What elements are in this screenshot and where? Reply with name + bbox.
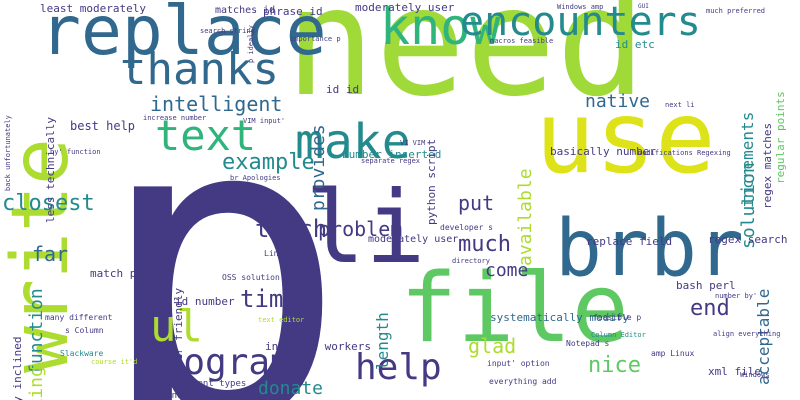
cloud-word-align-everything: align everything — [713, 330, 781, 338]
cloud-word-less-technically: less technically — [44, 117, 57, 223]
cloud-word-regexer: Regexer — [245, 188, 271, 195]
cloud-word-donate: donate — [258, 378, 324, 399]
cloud-word-inclined-workers: inclined workers — [265, 340, 371, 353]
cloud-word-increase-number: increase number — [143, 114, 207, 122]
cloud-word-far: far — [32, 242, 69, 266]
cloud-word-by-function: by' function — [50, 148, 101, 156]
cloud-word-input-option: input' option — [487, 359, 550, 368]
cloud-word-user-friendly: user friendly — [172, 287, 185, 374]
cloud-word-back-unfortunately: back unfortunately — [4, 115, 12, 191]
cloud-word-thanks: thanks — [120, 44, 279, 95]
cloud-word-ul: ul — [150, 301, 203, 352]
cloud-word-br: br — [650, 204, 744, 294]
cloud-word-nice: nice — [588, 353, 641, 378]
cloud-word-moderately-user: moderately user — [355, 1, 455, 14]
cloud-word-python-script: python script — [425, 138, 438, 225]
cloud-word-amp-linux: amp Linux — [651, 349, 695, 358]
cloud-word-windows: Windows — [740, 371, 770, 379]
cloud-word-secondary-importance: secondary importance — [150, 391, 259, 400]
cloud-word-example: example — [222, 150, 315, 175]
cloud-word-intelligent: intelligent — [150, 92, 283, 116]
cloud-word-replace: replace — [40, 0, 327, 71]
cloud-word-xml-file: xml file — [708, 365, 761, 378]
cloud-word-id-etc: id etc — [615, 38, 655, 51]
cloud-word-br-apologies: br Apologies — [230, 174, 281, 182]
cloud-word-p-ideally: p ideally — [247, 25, 255, 63]
cloud-word-provides: provides — [308, 124, 329, 211]
cloud-word-s-column: s Column — [65, 326, 104, 335]
cloud-word-gui: GUI — [638, 3, 649, 10]
cloud-word-directory: directory — [452, 257, 490, 265]
cloud-word-much-preferred: much preferred — [706, 7, 766, 15]
cloud-word-know: know — [380, 0, 501, 56]
cloud-word-available: available — [515, 168, 536, 266]
cloud-word-search-string: search string — [200, 27, 255, 35]
cloud-word-slackware: Slackware — [60, 349, 104, 358]
cloud-word-native: native — [585, 91, 651, 112]
cloud-word-basically-number: basically number — [550, 145, 656, 158]
cloud-word-problem: problem — [318, 217, 403, 241]
cloud-word-technically-inclined: technically inclined — [11, 337, 24, 400]
cloud-word-teach: teach — [255, 215, 328, 243]
cloud-word-glad: glad — [468, 334, 517, 358]
cloud-word-come: come — [485, 260, 529, 281]
cloud-word-make: make — [295, 114, 411, 170]
cloud-word-time: time — [240, 285, 298, 313]
cloud-word-separate-regex: separate regex — [361, 157, 421, 165]
cloud-word-text: text — [155, 111, 257, 160]
cloud-word-oss-solution: OSS solution — [222, 273, 280, 282]
cloud-word-bash-perl: bash perl — [676, 279, 736, 292]
cloud-word-number-inserted: number inserted — [342, 148, 442, 161]
cloud-word-next-li: next li — [665, 101, 695, 109]
cloud-word-number-by: number by' — [715, 292, 758, 300]
cloud-word-developer-s: developer s — [440, 223, 493, 232]
cloud-word-many-different: many different — [45, 313, 113, 322]
cloud-word-help: help — [355, 347, 442, 388]
cloud-word-closest: closest — [2, 191, 95, 216]
cloud-word-feasible-p: feasible p — [593, 313, 642, 322]
cloud-word-matches-id: matches id — [215, 5, 276, 16]
cloud-word-least-moderately: least moderately — [40, 2, 146, 15]
cloud-word-macros-feasible: macros feasible — [490, 37, 554, 45]
cloud-word-end: end — [690, 296, 730, 321]
cloud-word-different-types: different types — [165, 379, 247, 389]
cloud-word-match-p: match p — [90, 267, 137, 280]
cloud-word-put: put — [458, 191, 495, 215]
cloud-word-moderately-user: moderately user — [368, 234, 459, 245]
cloud-word-regex-matches: regex matches — [761, 122, 774, 209]
cloud-word-importance-p: importance p — [290, 35, 341, 43]
cloud-word-best-help: best help — [70, 119, 136, 133]
cloud-word-regular-points: regular points — [774, 91, 787, 184]
cloud-word-course-it-d: course it'd — [91, 358, 138, 366]
cloud-word-id-id: id id — [326, 83, 360, 96]
cloud-word-file: file — [400, 254, 629, 364]
cloud-word-much: much — [458, 232, 511, 257]
cloud-word-modifications-regexing: modifications Regexing — [638, 149, 731, 157]
cloud-word-phrase-id: phrase id — [263, 5, 323, 18]
cloud-word-li: li — [305, 169, 426, 286]
cloud-word-encounters: encounters — [460, 0, 701, 45]
cloud-word-vim-input: VIM input' — [243, 117, 286, 125]
cloud-word-p: p — [95, 27, 348, 400]
cloud-word-windows-amp: Windows amp — [557, 3, 604, 11]
cloud-word-linux-wine: Linux WINE — [264, 249, 313, 258]
cloud-word-systematically-modify: systematically modify — [490, 311, 630, 324]
cloud-word-br: br — [555, 204, 649, 294]
cloud-word-text-editor: text editor — [258, 316, 305, 324]
cloud-word-regex-search: regex search — [708, 233, 788, 246]
cloud-word-program: program — [140, 342, 292, 383]
cloud-word-need: need — [285, 0, 647, 130]
cloud-word-use: use — [535, 79, 716, 196]
cloud-word-vi-vim: VI VIM — [400, 139, 426, 147]
cloud-word-increments: increments — [738, 111, 757, 208]
cloud-word-replace-field: replace field — [586, 235, 673, 248]
cloud-word-column-editor: Column Editor — [591, 331, 646, 339]
cloud-word-function: function — [26, 288, 47, 375]
cloud-word-length: length — [373, 312, 392, 370]
cloud-word-looking: looking — [26, 366, 47, 400]
cloud-word-notepad-s: Notepad s — [566, 339, 610, 348]
cloud-word-id-number: id number — [175, 295, 235, 308]
cloud-word-everything-add: everything add — [489, 377, 557, 386]
